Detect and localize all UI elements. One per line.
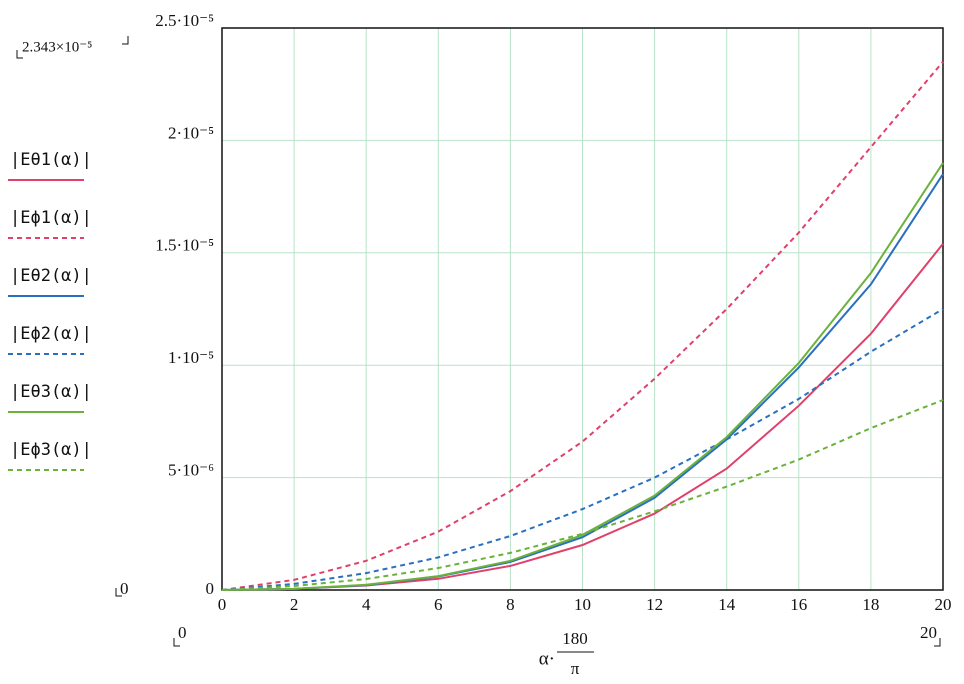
y-tick-label: 1·10⁻⁵ (168, 348, 214, 367)
x-tick-label: 0 (218, 595, 227, 614)
legend-label: |Eθ1(α)| (10, 150, 92, 170)
legend-label: |Eθ3(α)| (10, 382, 92, 402)
x-tick-label: 4 (362, 595, 371, 614)
corner-bracket (934, 638, 941, 647)
x-tick-label: 18 (862, 595, 879, 614)
y-tick-label: 0 (206, 579, 215, 598)
corner-bracket (16, 50, 23, 59)
x-tick-label: 20 (935, 595, 952, 614)
legend-label: |Eϕ3(α)| (10, 440, 92, 460)
x-tick-label: 10 (574, 595, 591, 614)
x-axis-label: π (571, 659, 580, 678)
x-tick-label: 8 (506, 595, 515, 614)
corner-bracket (115, 588, 122, 597)
legend-label: |Eϕ1(α)| (10, 208, 92, 228)
legend-label: |Eθ2(α)| (10, 266, 92, 286)
series-line (221, 399, 944, 591)
axis-limit-label: 20 (920, 623, 937, 642)
x-tick-label: 6 (434, 595, 443, 614)
series-line (221, 162, 944, 591)
x-axis-label: 180 (562, 629, 588, 648)
y-tick-label: 2.5·10⁻⁵ (155, 11, 214, 30)
x-tick-label: 16 (790, 595, 807, 614)
axis-limit-label: 2.343×10⁻⁵ (22, 39, 92, 55)
series-line (221, 61, 944, 591)
y-tick-label: 1.5·10⁻⁵ (155, 236, 214, 255)
y-tick-label: 5·10⁻⁶ (168, 461, 214, 480)
legend-label: |Eϕ2(α)| (10, 324, 92, 344)
x-axis-label: α· (539, 648, 555, 669)
series-line (221, 308, 944, 591)
corner-bracket (173, 638, 180, 647)
x-tick-label: 14 (718, 595, 736, 614)
axis-limit-label: 0 (120, 579, 129, 598)
x-tick-label: 12 (646, 595, 663, 614)
x-tick-label: 2 (290, 595, 299, 614)
y-tick-label: 2·10⁻⁵ (168, 123, 214, 142)
axis-limit-label: 0 (178, 623, 187, 642)
corner-bracket (122, 36, 129, 45)
annotation-markers (16, 36, 941, 647)
